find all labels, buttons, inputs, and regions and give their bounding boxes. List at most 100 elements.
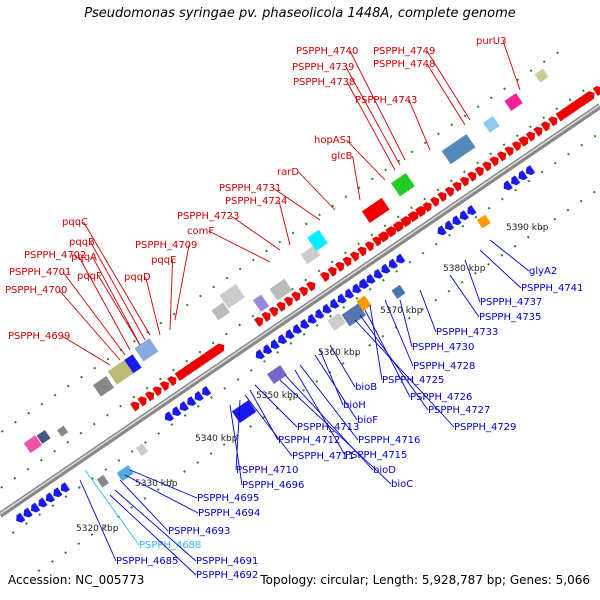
reverse-gene-arrow [330,298,340,309]
feature-block [341,303,367,327]
feature-block [391,284,406,299]
reverse-gene-arrow [202,385,212,396]
reverse-strand-labels: glyA2 PSPPH_4741 PSPPH_4737 PSPPH_4735 PSPPH… [79,239,583,581]
backbone-line [0,103,600,518]
reverse-gene-arrow [285,329,295,340]
reverse-gene-label: PSPPH_4735 [479,312,541,323]
gene-rect [300,245,321,265]
forward-gene-arrow [261,311,271,322]
reverse-gene-label: PSPPH_4696 [242,480,304,491]
forward-gene-arrow [349,251,359,262]
reverse-gene-arrow [194,391,204,401]
leader-line [62,271,126,356]
forward-gene-arrow [377,232,388,243]
gene-arrow [504,146,514,157]
leader-line [464,259,481,303]
leader-line [314,354,358,421]
reverse-gene-arrow [503,180,513,191]
forward-gene-arrow [268,306,279,317]
forward-gene-arrow [540,121,550,132]
reverse-gene-arrow [172,406,182,417]
reverse-gene-arrow [467,205,477,216]
reverse-gene-arrow [315,308,325,319]
forward-gene-arrow [533,126,543,137]
reverse-gene-arrow [444,220,455,231]
gene-arrow [283,296,293,307]
feature-block [134,338,159,362]
backbone-highlight [0,104,600,515]
gene-arrow [334,261,345,272]
gene-rect [390,172,415,197]
gene-arrow [396,253,406,264]
leader-line [145,276,161,336]
reverse-gene-arrow [511,175,521,186]
leader-line [489,239,530,272]
forward-gene-arrow [548,116,558,127]
forward-gene-label: purU3 [476,36,506,47]
gene-arrow [437,225,447,236]
feature-block [361,197,390,224]
gene-arrow [207,348,217,359]
gene-arrow [385,227,395,238]
leader-line [230,215,281,251]
feature-block [96,474,109,488]
gene-rect [534,68,549,83]
gene-arrow [388,258,398,269]
forward-gene-label: PSPPH_4723 [177,211,239,222]
reverse-gene-arrow [31,502,41,513]
leader-line [208,230,271,263]
forward-gene-arrow [306,281,316,292]
gene-arrow [511,141,521,152]
leader-line [284,374,374,471]
forward-gene-arrow [582,93,592,104]
reverse-gene-arrow [459,210,470,221]
reverse-gene-label: PSPPH_4715 [345,450,407,461]
forward-gene-arrow [444,186,455,197]
reverse-gene-label: PSPPH_4716 [358,435,420,446]
leader-line [384,299,414,367]
feature-block [300,245,321,265]
gene-arrow [263,344,273,355]
forward-gene-arrow [474,166,484,177]
reverse-gene-label: PSPPH_4728 [413,361,475,372]
leader-line [77,254,131,351]
gene-arrow [518,136,528,147]
gene-arrow [253,316,264,327]
leader-line [426,63,466,126]
gene-arrow [276,301,286,312]
leader-line [479,249,522,289]
reverse-gene-label: bioH [343,400,366,411]
leader-line [58,289,121,361]
forward-gene-label: PSPPH_4748 [373,59,435,70]
leader-line [329,344,356,388]
gene-rect [134,338,159,362]
leader-line [92,256,141,346]
reverse-gene-arrow [278,334,288,345]
gene-arrow [503,180,513,191]
gene-arrow [474,166,484,177]
gene-rect [219,284,245,309]
forward-strand-labels: purU3 PSPPH_4749 PSPPH_4748 PSPPH_4740 PSPPH… [5,36,521,366]
reverse-gene-label: PSPPH_4713 [297,422,359,433]
forward-gene-arrow [567,103,577,114]
feature-block [307,229,328,252]
forward-gene-arrow [327,266,337,277]
leader-line [83,221,151,336]
gene-arrow [533,126,543,137]
tick-label: 5330 kbp [135,479,178,489]
gene-arrow [459,210,470,221]
leader-line [61,335,111,366]
gene-arrow [352,283,362,294]
tick-label: 5320 kbp [76,524,119,534]
gene-rect [96,474,109,488]
reverse-gene-label: PSPPH_4691 [196,556,258,567]
feature-block [231,400,257,423]
forward-gene-arrow [392,222,402,233]
gene-rect [36,429,51,444]
reverse-gene-arrow [373,268,384,279]
gene-arrow [525,165,536,176]
gene-arrow [482,161,492,172]
gene-arrow [349,251,359,262]
